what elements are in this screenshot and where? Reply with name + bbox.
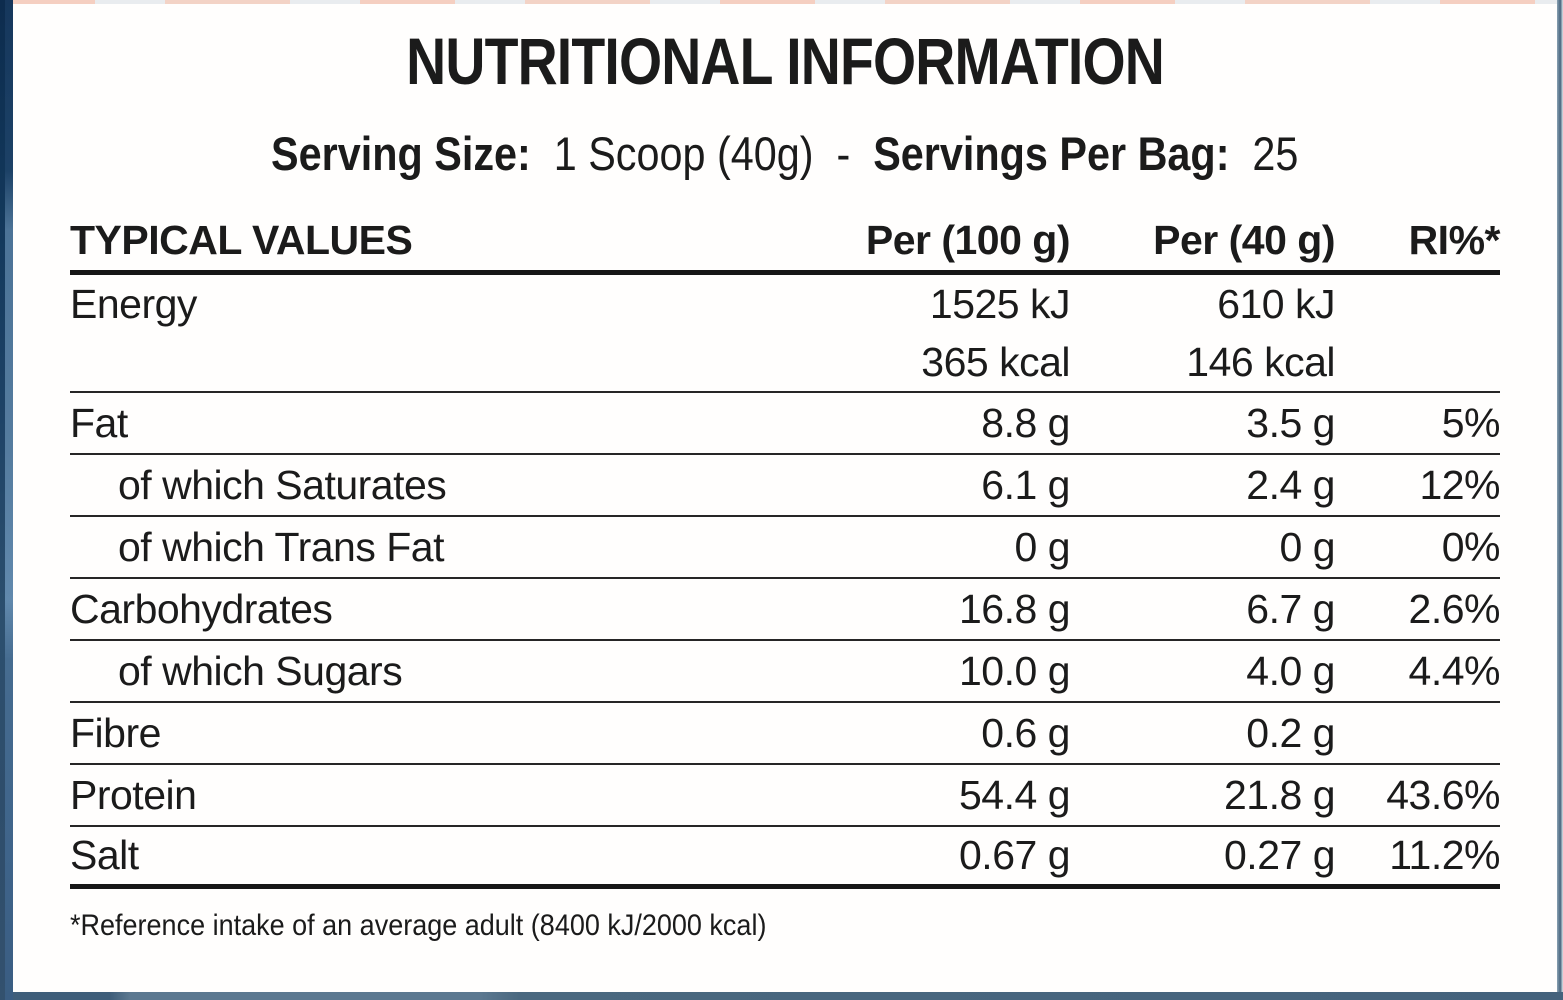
value-ri-percent: 11.2%	[1389, 832, 1500, 878]
value-per-40g: 2.4 g	[1246, 461, 1335, 508]
footnote-text: *Reference intake of an average adult (8…	[70, 909, 767, 942]
value-per-100g: 1525 kJ	[929, 281, 1071, 327]
value-per-40g: 610 kJ	[1217, 281, 1335, 327]
value-ri-percent: 43.6%	[1386, 771, 1500, 818]
row-label: Energy	[70, 281, 197, 327]
row-label: Salt	[70, 832, 139, 878]
value-per-40g: 21.8 g	[1224, 771, 1336, 818]
value-per-40g: 6.7 g	[1246, 585, 1335, 632]
value-ri-percent: 2.6%	[1408, 585, 1501, 632]
row-label: of which Saturates	[118, 461, 447, 508]
row-label: Protein	[70, 771, 197, 818]
value-per-40g: 146 kcal	[1186, 339, 1335, 385]
table-row-fibre: Fibre 0.6 g 0.2 g	[70, 703, 1500, 765]
value-per-100g: 10.0 g	[959, 647, 1071, 694]
header-per-40g: Per (40 g)	[1153, 217, 1335, 263]
row-label: Fibre	[70, 709, 161, 756]
package-edge-right	[1557, 0, 1563, 1000]
serving-size-label: Serving Size:	[271, 127, 532, 180]
row-label: Carbohydrates	[70, 585, 333, 632]
value-ri-percent: 0%	[1441, 523, 1501, 570]
table-row-energy-kcal: 365 kcal 146 kcal	[70, 334, 1500, 393]
value-per-100g: 54.4 g	[959, 771, 1071, 818]
servings-per-bag-label: Servings Per Bag:	[873, 127, 1230, 180]
value-per-40g: 0 g	[1279, 523, 1336, 570]
table-row-fat: Fat 8.8 g 3.5 g 5%	[70, 393, 1501, 455]
serving-separator: -	[836, 127, 851, 180]
value-per-100g: 365 kcal	[921, 339, 1070, 385]
servings-per-bag-value: 25	[1252, 127, 1299, 180]
table-row-protein: Protein 54.4 g 21.8 g 43.6%	[70, 765, 1501, 827]
row-label: of which Trans Fat	[118, 523, 444, 570]
table-row-trans-fat: of which Trans Fat 0 g 0 g 0%	[70, 517, 1501, 579]
row-label: of which Sugars	[118, 647, 403, 694]
value-per-100g: 6.1 g	[981, 461, 1070, 508]
table-row-carbohydrates: Carbohydrates 16.8 g 6.7 g 2.6%	[70, 579, 1501, 641]
value-per-100g: 0 g	[1014, 523, 1071, 570]
value-per-40g: 0.2 g	[1246, 709, 1335, 756]
table-row-salt: Salt 0.67 g 0.27 g 11.2%	[70, 827, 1501, 889]
value-ri-percent: 4.4%	[1408, 647, 1501, 694]
value-per-40g: 3.5 g	[1246, 399, 1335, 446]
value-per-100g: 8.8 g	[981, 399, 1070, 446]
value-ri-percent: 5%	[1441, 399, 1501, 446]
package-edge-left-inner	[5, 0, 13, 1000]
table-header-row: TYPICAL VALUES Per (100 g) Per (40 g) RI…	[70, 214, 1501, 275]
table-row-energy: Energy 1525 kJ 610 kJ	[70, 275, 1500, 334]
table-row-sugars: of which Sugars 10.0 g 4.0 g 4.4%	[70, 641, 1501, 703]
package-edge-bottom	[0, 992, 1563, 1000]
value-per-40g: 4.0 g	[1246, 647, 1335, 694]
nutrition-table: TYPICAL VALUES Per (100 g) Per (40 g) RI…	[70, 214, 1501, 889]
package-edge-left-outer	[0, 0, 5, 1000]
header-ri-percent: RI%*	[1408, 217, 1501, 263]
header-per-100g: Per (100 g)	[865, 217, 1071, 263]
panel-header: NUTRITIONAL INFORMATION	[13, 4, 1557, 94]
value-per-100g: 0.6 g	[981, 709, 1070, 756]
nutrition-panel: NUTRITIONAL INFORMATION Serving Size: 1 …	[13, 4, 1557, 992]
value-per-100g: 16.8 g	[959, 585, 1071, 632]
package-edge-top	[0, 0, 1563, 4]
row-label: Fat	[70, 399, 128, 446]
value-per-100g: 0.67 g	[959, 832, 1071, 878]
serving-line: Serving Size: 1 Scoop (40g) - Servings P…	[13, 130, 1557, 177]
serving-size-value: 1 Scoop (40g)	[553, 127, 814, 180]
value-per-40g: 0.27 g	[1224, 832, 1336, 878]
footnote: *Reference intake of an average adult (8…	[70, 909, 1557, 942]
header-typical-values: TYPICAL VALUES	[70, 217, 413, 263]
table-row-saturates: of which Saturates 6.1 g 2.4 g 12%	[70, 455, 1501, 517]
value-ri-percent: 12%	[1419, 461, 1500, 508]
panel-title: NUTRITIONAL INFORMATION	[406, 24, 1165, 98]
